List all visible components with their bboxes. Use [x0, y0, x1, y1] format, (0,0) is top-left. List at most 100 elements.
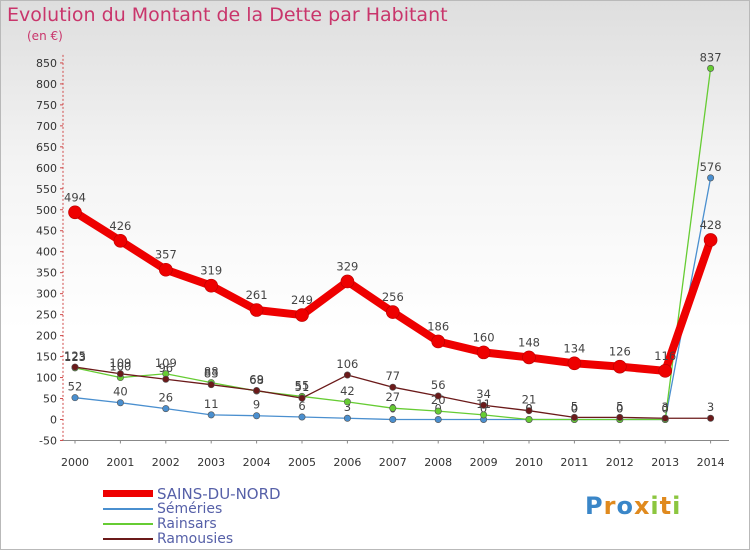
data-label-ramousies: 3 — [707, 400, 714, 414]
data-label-sains-du-nord: 160 — [473, 330, 495, 344]
data-point-ramousies — [343, 371, 351, 379]
data-point-sains-du-nord — [612, 359, 627, 374]
data-label-rainsars: 68 — [249, 373, 264, 387]
data-label-sains-du-nord: 428 — [700, 218, 722, 232]
data-label-ramousies: 96 — [158, 361, 173, 375]
x-tick-label: 2007 — [379, 456, 407, 469]
data-label-rainsars: 0 — [571, 402, 578, 416]
data-point-ramousies — [71, 363, 79, 371]
y-tick-label: 50 — [43, 393, 57, 406]
data-point-sains-du-nord — [522, 350, 536, 365]
data-point-sains-du-nord — [476, 345, 491, 360]
data-label-semeries: 6 — [298, 399, 305, 413]
data-label-sains-du-nord: 116 — [654, 349, 676, 363]
legend-item-semeries: Séméries — [103, 500, 281, 517]
data-label-sains-du-nord: 126 — [609, 345, 631, 359]
x-tick-label: 2008 — [424, 456, 452, 469]
data-label-sains-du-nord: 329 — [336, 259, 358, 273]
data-label-semeries: 3 — [344, 400, 351, 414]
y-tick-label: -50 — [39, 434, 57, 447]
data-label-rainsars: 27 — [385, 390, 400, 404]
data-point-rainsars — [434, 407, 442, 415]
legend-label: Ramousies — [157, 530, 234, 547]
data-label-sains-du-nord: 148 — [518, 335, 540, 349]
data-label-ramousies: 34 — [476, 387, 491, 401]
data-point-semeries — [343, 414, 351, 422]
x-tick-label: 2004 — [243, 456, 271, 469]
y-tick-label: 250 — [36, 309, 57, 322]
legend-item-sains-du-nord: SAINS-DU-NORD — [103, 485, 281, 503]
y-tick-label: 200 — [36, 330, 57, 343]
legend: SAINS-DU-NORD Séméries Rainsars Ramousie… — [103, 485, 281, 547]
data-point-sains-du-nord — [385, 305, 400, 319]
data-point-rainsars — [389, 404, 397, 412]
y-tick-label: 300 — [36, 288, 57, 301]
data-label-semeries: 0 — [662, 402, 669, 416]
data-point-semeries — [253, 412, 261, 420]
data-label-rainsars: 88 — [204, 365, 219, 379]
data-label-semeries: 52 — [68, 380, 83, 394]
legend-item-rainsars: Rainsars — [103, 516, 281, 532]
data-point-semeries — [116, 399, 124, 407]
x-tick-label: 2013 — [651, 456, 679, 469]
x-tick-label: 2011 — [560, 456, 588, 469]
data-label-semeries: 9 — [253, 398, 260, 412]
data-label-rainsars: 109 — [155, 356, 177, 370]
data-point-ramousies — [253, 387, 261, 395]
chart-unit: (en €) — [27, 29, 63, 43]
data-point-rainsars — [525, 415, 533, 423]
data-point-ramousies — [116, 370, 124, 378]
proxiti-logo: Proxiti — [585, 492, 682, 520]
y-tick-label: 150 — [36, 351, 57, 364]
y-tick-label: 400 — [36, 246, 57, 259]
data-label-semeries: 11 — [204, 397, 219, 411]
data-point-semeries — [71, 394, 79, 402]
data-point-rainsars — [343, 398, 351, 406]
data-point-semeries — [162, 405, 170, 413]
data-label-rainsars: 55 — [295, 378, 310, 392]
data-point-semeries — [434, 415, 442, 423]
data-point-ramousies — [162, 375, 170, 383]
chart-title: Evolution du Montant de la Dette par Hab… — [7, 4, 448, 26]
data-point-ramousies — [570, 413, 578, 421]
data-label-sains-du-nord: 357 — [155, 248, 177, 262]
data-label-sains-du-nord: 249 — [291, 293, 313, 307]
data-point-sains-du-nord — [340, 274, 355, 289]
legend-item-ramousies: Ramousies — [103, 530, 281, 547]
data-label-ramousies: 77 — [385, 369, 400, 383]
x-tick-label: 2012 — [606, 456, 634, 469]
data-point-rainsars — [707, 64, 715, 72]
y-tick-label: 700 — [36, 120, 57, 133]
data-point-sains-du-nord — [68, 205, 82, 220]
data-point-sains-du-nord — [295, 308, 309, 322]
data-label-semeries: 26 — [158, 391, 173, 405]
data-point-sains-du-nord — [703, 233, 718, 247]
y-tick-label: 750 — [36, 99, 57, 112]
x-tick-label: 2010 — [515, 456, 543, 469]
data-point-sains-du-nord — [113, 233, 128, 248]
data-label-rainsars: 123 — [64, 350, 86, 364]
y-tick-label: 350 — [36, 267, 57, 280]
x-tick-label: 2000 — [61, 456, 89, 469]
data-label-ramousies: 21 — [522, 393, 537, 407]
data-label-sains-du-nord: 319 — [200, 264, 222, 278]
data-label-ramousies: 5 — [571, 399, 578, 413]
legend-swatch — [103, 522, 153, 525]
data-label-ramousies: 83 — [204, 367, 219, 381]
data-label-sains-du-nord: 426 — [109, 219, 131, 233]
data-label-rainsars: 0 — [616, 402, 623, 416]
data-label-rainsars: 837 — [700, 50, 722, 64]
data-point-ramousies — [616, 413, 624, 421]
y-tick-label: 0 — [50, 414, 57, 427]
x-tick-label: 2001 — [106, 456, 134, 469]
y-tick-label: 450 — [36, 225, 57, 238]
data-label-ramousies: 69 — [249, 373, 264, 387]
data-point-rainsars — [480, 411, 488, 419]
data-point-sains-du-nord — [204, 278, 218, 293]
legend-label: Séméries — [157, 500, 223, 517]
data-point-ramousies — [298, 394, 306, 402]
x-tick-label: 2002 — [152, 456, 180, 469]
x-tick-label: 2006 — [333, 456, 361, 469]
data-point-sains-du-nord — [567, 356, 582, 371]
